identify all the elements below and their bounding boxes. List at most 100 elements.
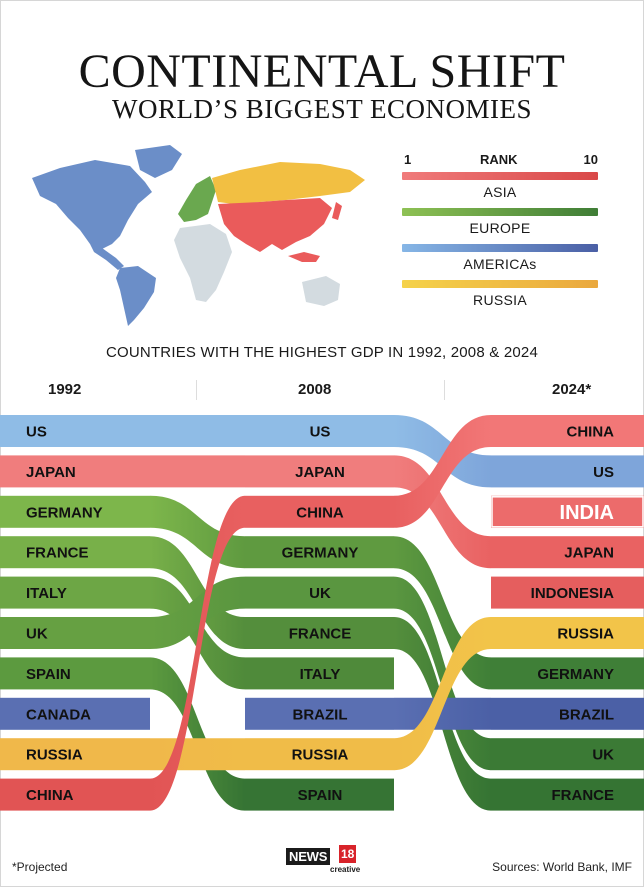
chart-title: COUNTRIES WITH THE HIGHEST GDP IN 1992, … bbox=[105, 344, 538, 361]
map-japan bbox=[332, 202, 342, 220]
label-russia-2008: RUSSIA bbox=[292, 747, 349, 764]
block-uk-1992 bbox=[0, 617, 150, 649]
label-italy-2008: ITALY bbox=[300, 666, 341, 683]
logo-news: NEWS bbox=[286, 848, 331, 865]
label-germany-1992: GERMANY bbox=[26, 504, 103, 521]
rank-labels: US US US JAPAN JAPAN JAPAN GERMANY GERMANY GERMA… bbox=[26, 424, 614, 805]
block-brazil-2024 bbox=[491, 697, 644, 730]
label-russia-2024: RUSSIA bbox=[557, 626, 614, 643]
block-brazil-2008 bbox=[245, 697, 394, 730]
label-us-2008: US bbox=[310, 424, 331, 441]
block-japan-2008 bbox=[245, 455, 394, 488]
world-map bbox=[32, 145, 365, 326]
flow-russia-2 bbox=[394, 617, 491, 771]
label-germany-2008: GERMANY bbox=[282, 545, 359, 562]
flow-italy-1 bbox=[150, 576, 245, 690]
block-russia-2008 bbox=[245, 738, 394, 771]
label-india-2024: INDIA bbox=[560, 502, 614, 524]
flow-us-1 bbox=[150, 415, 245, 447]
block-france-2008 bbox=[245, 617, 394, 649]
rank-label: RANK bbox=[480, 152, 518, 167]
block-france-2024 bbox=[491, 778, 644, 811]
label-uk-1992: UK bbox=[26, 626, 48, 643]
label-japan-2024: JAPAN bbox=[564, 545, 614, 562]
label-uk-2008: UK bbox=[309, 585, 331, 602]
block-italy-1992 bbox=[0, 576, 150, 609]
block-indonesia-2024 bbox=[491, 576, 644, 609]
year-label-1992: 1992 bbox=[48, 381, 82, 398]
flow-china-2 bbox=[394, 415, 491, 528]
legend-items: ASIA EUROPE AMERICAs RUSSIA bbox=[402, 170, 598, 314]
label-france-2008: FRANCE bbox=[289, 626, 352, 643]
legend-label-americas: AMERICAs bbox=[463, 256, 537, 272]
label-russia-1992: RUSSIA bbox=[26, 747, 83, 764]
map-north-america bbox=[32, 160, 152, 250]
flow-china-1 bbox=[150, 495, 245, 811]
rank-max: 10 bbox=[583, 152, 598, 167]
map-southeast-asia bbox=[288, 252, 320, 262]
label-spain-1992: SPAIN bbox=[26, 666, 71, 683]
block-india-2024 bbox=[491, 495, 644, 528]
flow-us-2 bbox=[394, 415, 491, 488]
legend-swatch-americas bbox=[402, 244, 598, 252]
label-china-1992: CHINA bbox=[26, 787, 74, 804]
map-greenland bbox=[135, 145, 182, 178]
label-china-2024: CHINA bbox=[567, 424, 615, 441]
label-us-1992: US bbox=[26, 424, 47, 441]
logo-number: 18 bbox=[339, 845, 357, 863]
legend-label-asia: ASIA bbox=[483, 184, 517, 200]
flow-japan-1 bbox=[150, 455, 245, 488]
label-france-2024: FRANCE bbox=[552, 787, 615, 804]
block-russia-2024 bbox=[491, 617, 644, 649]
label-germany-2024: GERMANY bbox=[537, 666, 614, 683]
column-divider bbox=[444, 380, 445, 400]
block-germany-2008 bbox=[245, 536, 394, 569]
main-title: CONTINENTAL SHIFT bbox=[78, 45, 566, 98]
flow-brazil-2 bbox=[394, 697, 491, 730]
news18-logo: NEWS 18 creative bbox=[286, 844, 360, 874]
label-brazil-2024: BRAZIL bbox=[559, 706, 614, 723]
label-canada-1992: CANADA bbox=[26, 706, 91, 723]
map-europe bbox=[178, 176, 216, 222]
rank-scale: 1 RANK 10 bbox=[402, 150, 598, 170]
flow-uk-1 bbox=[150, 576, 245, 649]
block-china-1992 bbox=[0, 778, 150, 811]
highlight-outline bbox=[491, 496, 644, 528]
block-us-2008 bbox=[245, 415, 394, 447]
flow-spain-1 bbox=[150, 657, 245, 811]
block-germany-1992 bbox=[0, 495, 150, 528]
block-uk-2024 bbox=[491, 738, 644, 771]
legend-swatch-asia bbox=[402, 172, 598, 180]
block-japan-1992 bbox=[0, 455, 150, 488]
legend-item-asia: ASIA bbox=[402, 170, 598, 206]
block-japan-2024 bbox=[491, 536, 644, 569]
year-label-2024: 2024* bbox=[552, 381, 592, 398]
label-uk-2024: UK bbox=[592, 747, 614, 764]
label-spain-2008: SPAIN bbox=[298, 787, 343, 804]
block-france-1992 bbox=[0, 536, 150, 569]
map-africa bbox=[174, 224, 232, 302]
label-china-2008: CHINA bbox=[296, 504, 344, 521]
main-subtitle: WORLD’S BIGGEST ECONOMIES bbox=[111, 94, 532, 124]
block-spain-2008 bbox=[245, 778, 394, 811]
block-germany-2024 bbox=[491, 657, 644, 690]
flow-france-1 bbox=[150, 536, 245, 649]
rank-bump-chart: US US US JAPAN JAPAN JAPAN GERMANY GERMANY GERMA… bbox=[0, 415, 644, 811]
legend-item-europe: EUROPE bbox=[402, 206, 598, 242]
legend-swatch-europe bbox=[402, 208, 598, 216]
label-indonesia-2024: INDONESIA bbox=[531, 585, 615, 602]
map-asia bbox=[218, 198, 332, 252]
block-russia-1992 bbox=[0, 738, 150, 771]
rank-flows bbox=[150, 415, 491, 811]
map-australia bbox=[302, 276, 340, 306]
year-label-2008: 2008 bbox=[298, 381, 332, 398]
label-us-2024: US bbox=[593, 464, 614, 481]
footnote: *Projected bbox=[12, 860, 68, 874]
block-us-2024 bbox=[491, 455, 644, 488]
label-italy-1992: ITALY bbox=[26, 585, 67, 602]
block-uk-2008 bbox=[245, 576, 394, 609]
block-spain-1992 bbox=[0, 657, 150, 690]
legend-swatch-russia bbox=[402, 280, 598, 288]
legend-label-russia: RUSSIA bbox=[473, 292, 527, 308]
flow-japan-2 bbox=[394, 455, 491, 569]
